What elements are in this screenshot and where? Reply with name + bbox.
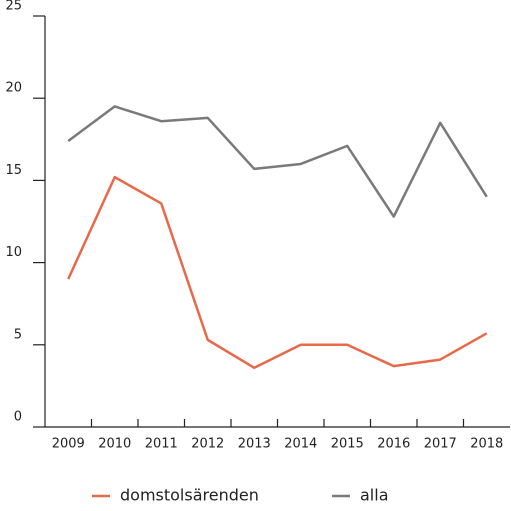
y-tick-label: 10 xyxy=(5,245,22,260)
x-tick-label: 2010 xyxy=(98,437,131,452)
legend-label: domstolsärenden xyxy=(120,486,259,505)
y-tick-label: 0 xyxy=(14,410,22,425)
legend-label: alla xyxy=(360,486,389,505)
y-tick-label: 15 xyxy=(5,163,22,178)
y-tick-label: 5 xyxy=(14,327,22,342)
x-tick-label: 2017 xyxy=(424,437,457,452)
x-tick-label: 2011 xyxy=(145,437,178,452)
line-series xyxy=(67,105,488,218)
x-tick-label: 2012 xyxy=(191,437,224,452)
x-tick-label: 2009 xyxy=(52,437,85,452)
x-tick-label: 2013 xyxy=(238,437,271,452)
y-tick-label: 25 xyxy=(5,0,22,14)
x-tick-label: 2018 xyxy=(470,437,503,452)
legend: domstolsärenden alla xyxy=(92,486,389,505)
x-tick-label: 2014 xyxy=(284,437,317,452)
line-series xyxy=(67,175,488,370)
x-tick-label: 2015 xyxy=(331,437,364,452)
x-tick-label: 2016 xyxy=(377,437,410,452)
y-tick-label: 20 xyxy=(5,81,22,96)
